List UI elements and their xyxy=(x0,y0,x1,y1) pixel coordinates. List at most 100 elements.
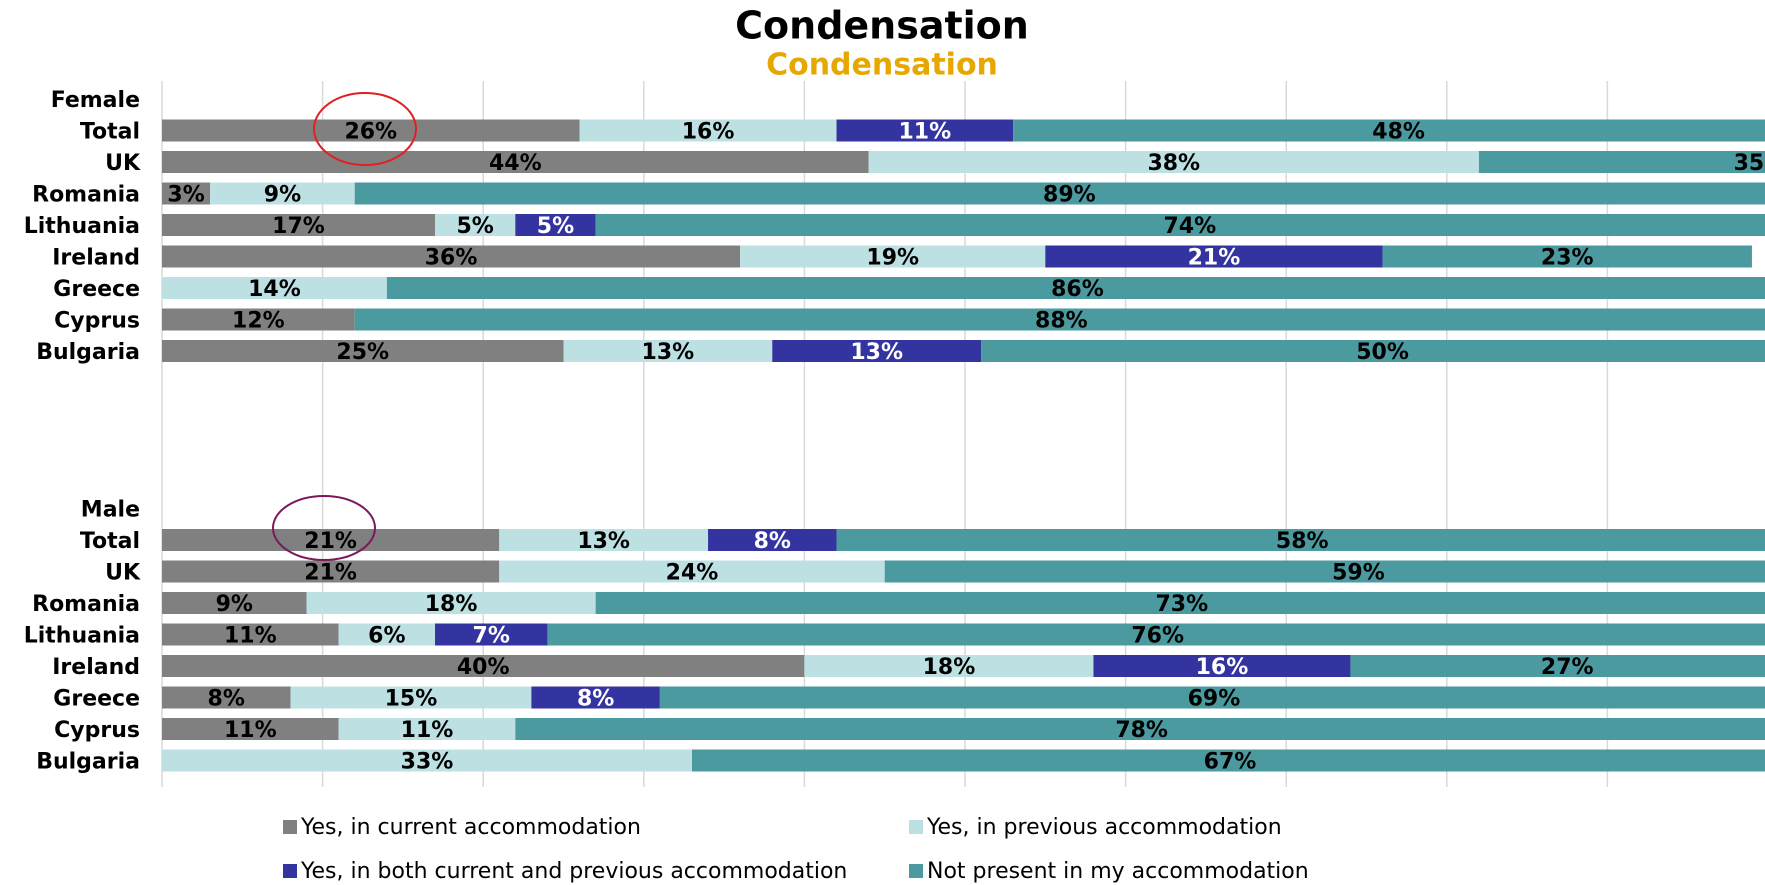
value-label: 9% xyxy=(264,183,301,208)
bar-segment xyxy=(884,560,1765,583)
value-label: 16% xyxy=(682,120,735,145)
bar-segment xyxy=(162,529,500,551)
value-label: 33% xyxy=(401,750,454,775)
value-label: 69% xyxy=(1188,687,1241,712)
value-label: 16% xyxy=(1196,655,1249,680)
value-label: 13% xyxy=(850,340,903,365)
bar-segment xyxy=(306,592,596,614)
bar-segment xyxy=(290,686,532,709)
bar-segment xyxy=(1382,245,1752,268)
legend-label: Yes, in both current and previous accomm… xyxy=(300,859,847,884)
value-label: 21% xyxy=(304,561,357,586)
value-label: 12% xyxy=(232,309,285,334)
category-label: Female xyxy=(51,88,140,113)
value-label: 58% xyxy=(1276,529,1329,554)
value-label: 13% xyxy=(642,340,695,365)
value-label: 67% xyxy=(1204,750,1257,775)
bar-segment xyxy=(162,151,869,173)
value-label: 5% xyxy=(537,214,574,239)
value-label: 15% xyxy=(385,687,438,712)
legend-label: Not present in my accommodation xyxy=(927,859,1309,884)
bar-segment xyxy=(386,277,1765,299)
highlight-circle xyxy=(313,92,417,166)
chart-subtitle: Condensation xyxy=(766,48,998,83)
value-label: 18% xyxy=(923,655,976,680)
category-label: Romania xyxy=(32,592,140,617)
bar-segment xyxy=(435,214,516,236)
bar-segment xyxy=(579,119,837,142)
value-label: 89% xyxy=(1043,183,1096,208)
labels: Female Total 26% 16% 11% 48% UK 44% 38% 35% Romani… xyxy=(24,88,1765,775)
value-label: 11% xyxy=(224,718,277,743)
legend-label: Yes, in previous accommodation xyxy=(926,815,1282,840)
category-label: UK xyxy=(105,561,141,586)
value-label: 59% xyxy=(1332,561,1385,586)
bar-segment xyxy=(162,718,339,740)
bar-segment xyxy=(499,529,709,551)
value-label: 21% xyxy=(1188,246,1241,271)
bar-segment xyxy=(162,623,339,646)
value-label: 11% xyxy=(899,120,952,145)
value-label: 8% xyxy=(208,687,245,712)
bar-segment xyxy=(868,151,1479,173)
value-label: 25% xyxy=(336,340,389,365)
highlight-circle xyxy=(272,495,376,561)
value-label: 5% xyxy=(456,214,493,239)
bar-segment xyxy=(691,749,1765,772)
value-label: 7% xyxy=(473,624,510,649)
bar-segment xyxy=(499,560,885,583)
bars xyxy=(162,119,1765,772)
bar-segment xyxy=(162,308,355,331)
value-label: 17% xyxy=(272,214,325,239)
bar-segment xyxy=(836,119,1014,142)
legend-swatch xyxy=(283,820,297,834)
bar-segment xyxy=(981,340,1765,362)
value-label: 73% xyxy=(1155,592,1208,617)
category-label: Ireland xyxy=(52,655,140,680)
bar-segment xyxy=(162,119,580,142)
value-label: 88% xyxy=(1035,309,1088,334)
bar-segment xyxy=(708,529,837,551)
bar-segment xyxy=(1093,655,1351,677)
category-label: Cyprus xyxy=(54,309,140,334)
category-label: Greece xyxy=(53,687,140,712)
bar-segment xyxy=(772,340,982,362)
value-label: 6% xyxy=(368,624,405,649)
bar-segment xyxy=(740,245,1046,268)
legend-swatch xyxy=(283,864,297,878)
bar-segment xyxy=(338,718,516,740)
value-label: 8% xyxy=(754,529,791,554)
bar-segment xyxy=(531,686,660,709)
bar-segment xyxy=(547,623,1765,646)
legend-label: Yes, in current accommodation xyxy=(300,815,641,840)
value-label: 14% xyxy=(248,277,301,302)
category-label: Bulgaria xyxy=(36,750,140,775)
legend-swatch xyxy=(909,864,923,878)
bar-segment xyxy=(210,182,355,205)
category-label: Lithuania xyxy=(24,624,140,649)
bar-segment xyxy=(836,529,1765,551)
bar-segment xyxy=(1045,245,1383,268)
bar-segment xyxy=(162,592,307,614)
category-label: Total xyxy=(80,120,140,145)
bar-segment xyxy=(162,182,211,205)
bar-segment xyxy=(515,214,596,236)
value-label: 50% xyxy=(1356,340,1409,365)
value-label: 76% xyxy=(1131,624,1184,649)
bar-segment xyxy=(1013,119,1765,142)
bar-segment xyxy=(515,718,1765,740)
value-label: 26% xyxy=(344,120,397,145)
bar-segment xyxy=(354,182,1765,205)
legend: Yes, in current accommodation Yes, in pre… xyxy=(283,815,1309,884)
value-label: 3% xyxy=(167,183,204,208)
value-label: 11% xyxy=(224,624,277,649)
value-label: 11% xyxy=(401,718,454,743)
value-label: 27% xyxy=(1541,655,1594,680)
bar-segment xyxy=(595,214,1765,236)
bar-segment xyxy=(162,214,436,236)
category-label: Total xyxy=(80,529,140,554)
category-label: Bulgaria xyxy=(36,340,140,365)
value-label: 8% xyxy=(577,687,614,712)
value-label: 35% xyxy=(1734,151,1765,176)
value-label: 24% xyxy=(666,561,719,586)
